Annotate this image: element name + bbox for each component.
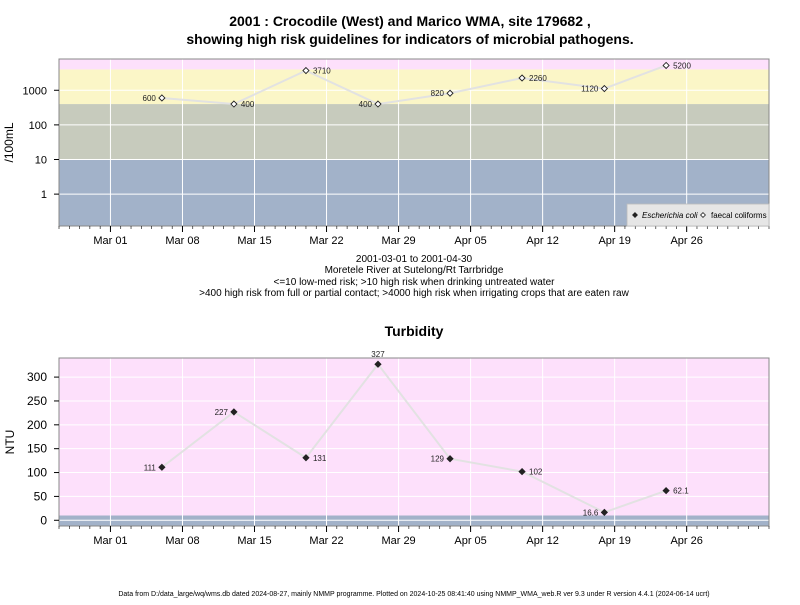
turbidity-point-5: [446, 455, 454, 463]
microbial-data-label-2: 400: [241, 100, 255, 109]
microbial-data-label-3: 3710: [313, 67, 331, 76]
microbial-legend: Escherichia coli faecal coliforms: [626, 203, 770, 227]
microbial-point-6: [518, 74, 526, 82]
microbial-ytick-label-3: 100: [29, 120, 47, 132]
turbidity-xtick-label-2: Mar 08: [165, 535, 199, 547]
turbidity-xtick-label-6: Apr 05: [454, 535, 486, 547]
microbial-point-2: [230, 100, 238, 108]
microbial-ylabel: /100mL: [2, 122, 16, 162]
microbial-xtick-label-2: Mar 08: [165, 235, 199, 247]
microbial-point-1: [158, 94, 166, 102]
microbial-legend-label-1: Escherichia coli: [642, 211, 698, 220]
microbial-xtick-label-6: Apr 05: [454, 235, 486, 247]
figure-title-line-2: showing high risk guidelines for indicat…: [186, 31, 633, 47]
turbidity-data-label-1: 111: [144, 463, 157, 472]
microbial-data-label-1: 600: [143, 94, 157, 103]
turbidity-data-label-4: 327: [371, 350, 385, 359]
turbidity-data-label-5: 129: [431, 455, 445, 464]
turbidity-point-7: [600, 508, 608, 516]
microbial-point-7: [600, 84, 608, 93]
turbidity-data-label-7: 16.6: [583, 508, 599, 517]
turbidity-chart: 0 50 100 150 200 250 300 Mar 01 Mar 08 Mar 15 Mar …: [3, 350, 770, 547]
microbial-ytick-label-2: 10: [35, 155, 47, 167]
microbial-legend-box: [626, 203, 770, 227]
turbidity-ytick-label-6: 250: [27, 394, 47, 408]
turbidity-xtick-label-7: Apr 12: [526, 535, 558, 547]
caption-line-4: >400 high risk from full or partial cont…: [199, 288, 629, 299]
figure-title-line-1: 2001 : Crocodile (West) and Marico WMA, …: [229, 13, 591, 29]
turbidity-point-4: [374, 360, 382, 368]
microbial-xtick-label-5: Mar 29: [381, 235, 415, 247]
microbial-point-4: [374, 100, 382, 108]
microbial-ytick-label-1: 1: [41, 189, 47, 201]
microbial-xtick-label-4: Mar 22: [309, 235, 343, 247]
turbidity-ytick-label-2: 50: [34, 489, 48, 503]
microbial-point-5: [446, 89, 454, 97]
microbial-point-3: [302, 66, 310, 75]
turbidity-xtick-label-1: Mar 01: [93, 535, 127, 547]
turbidity-point-1: [158, 463, 166, 471]
turbidity-ytick-label-3: 100: [27, 466, 47, 480]
microbial-xtick-label-3: Mar 15: [237, 235, 271, 247]
microbial-chart: 1 10 100 1000 Mar 01 Mar 08 Mar 15 Mar 22 Mar 29…: [2, 58, 770, 247]
turbidity-band-2: [59, 358, 769, 516]
turbidity-ytick-label-5: 200: [27, 418, 47, 432]
turbidity-xtick-label-8: Apr 19: [598, 535, 630, 547]
caption-line-1: 2001-03-01 to 2001-04-30: [356, 254, 473, 265]
microbial-plot-frame: [58, 58, 770, 227]
microbial-data-label-8: 5200: [673, 61, 691, 70]
microbial-data-label-4: 400: [359, 100, 373, 109]
microbial-xtick-label-8: Apr 19: [598, 235, 630, 247]
turbidity-xtick-label-9: Apr 26: [670, 535, 702, 547]
microbial-xtick-label-7: Apr 12: [526, 235, 558, 247]
turbidity-xtick-label-3: Mar 15: [237, 535, 271, 547]
caption-line-3: <=10 low-med risk; >10 high risk when dr…: [274, 277, 556, 288]
turbidity-data-label-8: 62.1: [673, 487, 689, 496]
microbial-legend-marker-2: [700, 212, 706, 218]
turbidity-ylabel: NTU: [3, 430, 17, 455]
microbial-series-line-1: [161, 64, 667, 106]
microbial-data-label-7: 1120: [581, 85, 599, 94]
turbidity-plot-frame: [58, 357, 770, 527]
turbidity-chart-title: Turbidity: [385, 323, 444, 339]
microbial-ytick-label-4: 1000: [23, 85, 47, 97]
microbial-xtick-label-1: Mar 01: [93, 235, 127, 247]
turbidity-point-3: [302, 454, 310, 462]
microbial-legend-label-2: faecal coliforms: [711, 211, 767, 220]
turbidity-point-6: [518, 467, 526, 476]
turbidity-data-label-6: 102: [529, 468, 543, 477]
footer-note: Data from D:/data_large/wq/wms.db dated …: [118, 591, 709, 598]
turbidity-data-label-3: 131: [313, 454, 327, 463]
turbidity-ytick-label-7: 300: [27, 370, 47, 384]
turbidity-series-line-1: [161, 362, 667, 514]
turbidity-ytick-label-4: 150: [27, 442, 47, 456]
turbidity-xtick-label-4: Mar 22: [309, 535, 343, 547]
turbidity-data-label-2: 227: [215, 408, 229, 417]
microbial-data-label-5: 820: [431, 89, 445, 98]
microbial-xtick-label-9: Apr 26: [670, 235, 702, 247]
turbidity-xtick-label-5: Mar 29: [381, 535, 415, 547]
microbial-data-label-6: 2260: [529, 74, 547, 83]
microbial-point-8: [662, 61, 670, 70]
turbidity-point-2: [230, 408, 238, 416]
caption-line-2: Moretele River at Sutelong/Rt Tarrbridge: [325, 265, 504, 276]
turbidity-point-8: [662, 486, 670, 495]
microbial-band-4: [59, 59, 769, 70]
microbial-band-2: [59, 104, 769, 160]
microbial-legend-marker-1: [632, 212, 638, 218]
turbidity-ytick-label-1: 0: [40, 513, 47, 527]
